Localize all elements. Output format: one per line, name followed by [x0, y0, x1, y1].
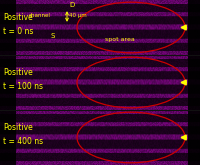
Text: Positive: Positive [3, 68, 33, 77]
Text: Positive: Positive [3, 123, 33, 132]
Text: t = 100 ns: t = 100 ns [3, 82, 43, 91]
Text: channel: channel [29, 13, 51, 18]
Text: t = 400 ns: t = 400 ns [3, 137, 43, 146]
Text: S: S [51, 33, 55, 39]
Text: 40 μm: 40 μm [69, 13, 87, 18]
Text: Positive: Positive [3, 13, 33, 22]
Text: D: D [69, 2, 75, 8]
Text: t = 0 ns: t = 0 ns [3, 27, 33, 36]
Text: spot area: spot area [105, 37, 135, 42]
